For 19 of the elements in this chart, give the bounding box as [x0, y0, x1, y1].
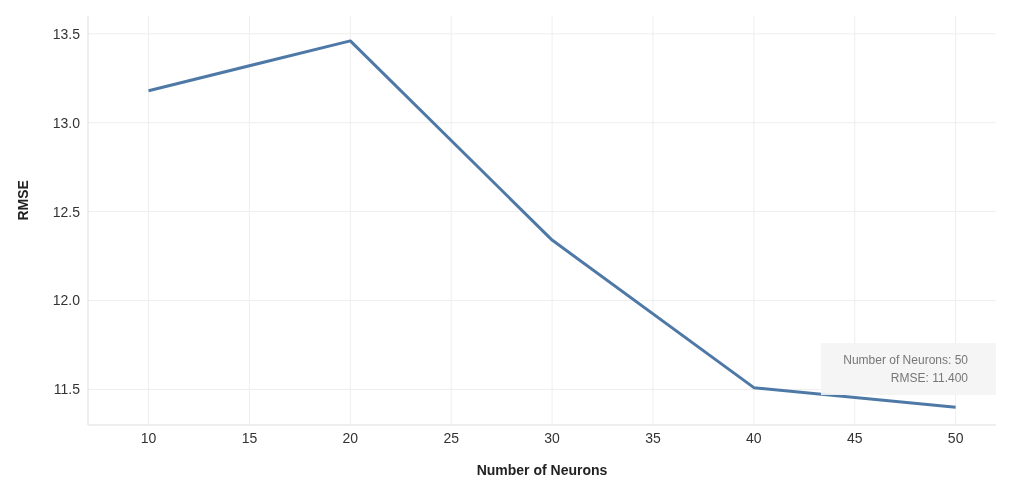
tooltip-panel: Number of Neurons: 50 RMSE: 11.400	[821, 343, 996, 395]
x-tick-label: 40	[746, 429, 762, 446]
x-tick-label: 10	[140, 429, 157, 446]
x-tick-label: 25	[443, 429, 460, 446]
x-tick-label: 20	[342, 429, 359, 446]
x-tick-label: 30	[544, 429, 561, 446]
y-tick-label: 12.0	[52, 292, 81, 309]
x-axis-title: Number of Neurons	[476, 462, 608, 478]
x-tick-label: 50	[947, 429, 964, 446]
x-tick-label: 35	[645, 429, 661, 446]
y-axis-title: RMSE	[14, 180, 31, 221]
annotation: Number of Neurons: 50	[842, 352, 969, 369]
y-tick-label: 13.5	[52, 25, 81, 42]
annotation: RMSE: 11.400	[889, 370, 969, 387]
y-tick-label: 12.5	[52, 203, 81, 220]
x-tick-label: 45	[846, 429, 863, 446]
x-tick-label: 15	[241, 429, 258, 446]
y-tick-label: 11.5	[53, 381, 81, 398]
y-tick-label: 13.0	[52, 114, 81, 131]
